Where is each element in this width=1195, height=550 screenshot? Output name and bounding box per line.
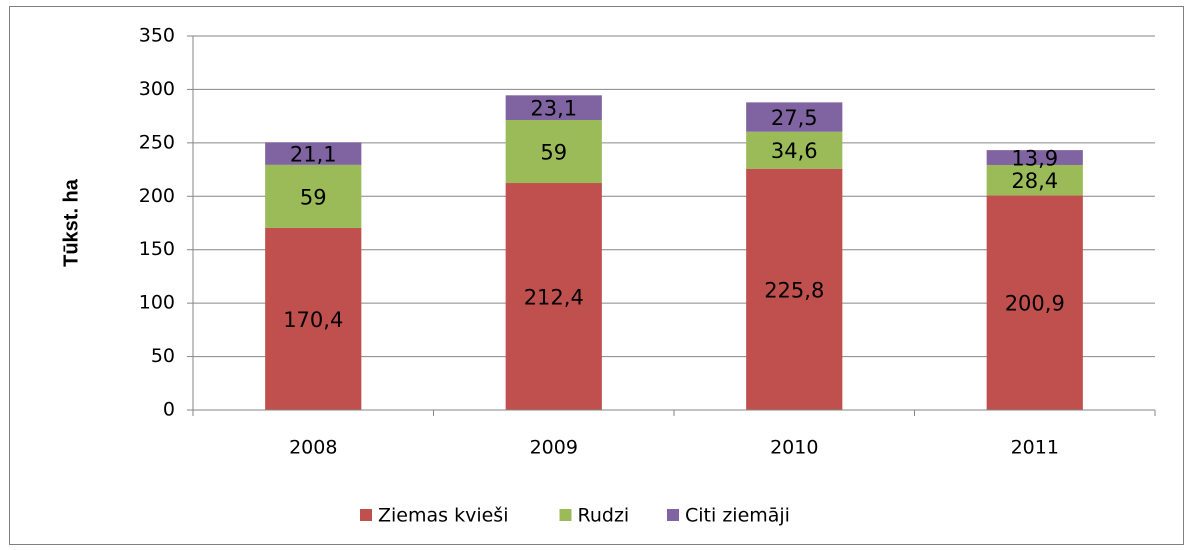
y-tick-label: 150 (139, 238, 175, 260)
data-label: 170,4 (283, 308, 343, 332)
y-tick-label: 350 (139, 25, 175, 47)
y-tick-label: 50 (151, 345, 175, 367)
y-tick-label: 200 (139, 185, 175, 207)
x-tick-label: 2011 (1011, 437, 1059, 459)
bar-segment (505, 119, 602, 184)
data-label: 200,9 (1005, 292, 1065, 316)
bar-segment (986, 164, 1083, 196)
legend-swatch (559, 509, 572, 521)
bar-segment (986, 195, 1083, 410)
data-label: 212,4 (524, 286, 584, 310)
legend-swatch (360, 509, 372, 521)
data-label: 34,6 (771, 139, 818, 163)
bar-segment (505, 183, 602, 410)
y-tick-label: 250 (139, 131, 175, 153)
y-tick-label: 0 (163, 399, 175, 421)
bar-segment (265, 142, 362, 165)
legend-label: Rudzi (578, 505, 630, 527)
data-label: 59 (300, 185, 327, 209)
data-label: 23,1 (530, 97, 577, 121)
x-tick-label: 2010 (770, 437, 818, 459)
bar-segment (746, 102, 843, 132)
y-tick-label: 300 (139, 78, 175, 100)
data-label: 27,5 (771, 106, 818, 130)
bar-segment (746, 168, 843, 410)
legend-swatch (667, 509, 679, 521)
bar-segment (265, 227, 362, 410)
bar-segment (746, 131, 843, 169)
x-tick-label: 2008 (289, 437, 337, 459)
legend-label: Ziemas kvieši (378, 505, 508, 527)
legend-label: Citi ziemāji (685, 505, 790, 527)
y-axis-label: Tūkst. ha (60, 178, 82, 267)
data-label: 59 (540, 141, 567, 165)
x-tick-label: 2009 (530, 437, 578, 459)
bar-segment (505, 95, 602, 120)
bar-segment (265, 164, 362, 228)
data-label: 21,1 (290, 143, 337, 167)
data-label: 28,4 (1011, 169, 1058, 193)
y-tick-label: 100 (139, 292, 175, 314)
data-label: 225,8 (764, 278, 824, 302)
bar-segment (986, 150, 1083, 165)
data-label: 13,9 (1011, 147, 1058, 171)
